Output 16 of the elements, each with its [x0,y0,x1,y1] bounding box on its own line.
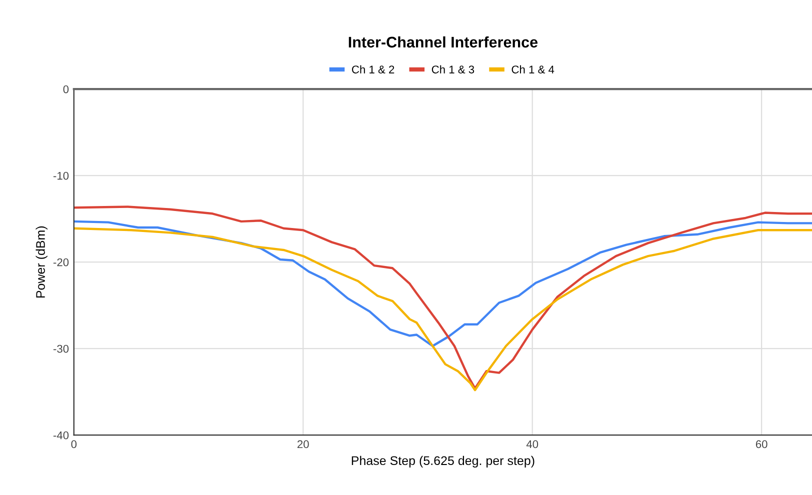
y-tick-label: -20 [53,258,69,266]
x-tick-label: 60 [756,440,768,448]
y-axis-title: Power (dBm) [36,226,48,298]
legend-label: Ch 1 & 4 [512,65,554,74]
legend-label: Ch 1 & 3 [432,65,474,74]
chart-title: Inter-Channel Interference [348,36,538,48]
x-tick-label: 40 [526,440,538,448]
y-tick-label: -10 [53,172,69,180]
x-tick-label: 20 [298,440,309,448]
x-tick-label: 0 [71,440,77,448]
y-tick-label: -30 [53,344,69,353]
legend-label: Ch 1 & 2 [352,65,394,74]
line-series [74,220,812,348]
y-tick-label: 0 [63,85,69,94]
y-tick-label: -40 [53,431,69,440]
x-axis-title: Phase Step (5.625 deg. per step) [352,456,534,468]
